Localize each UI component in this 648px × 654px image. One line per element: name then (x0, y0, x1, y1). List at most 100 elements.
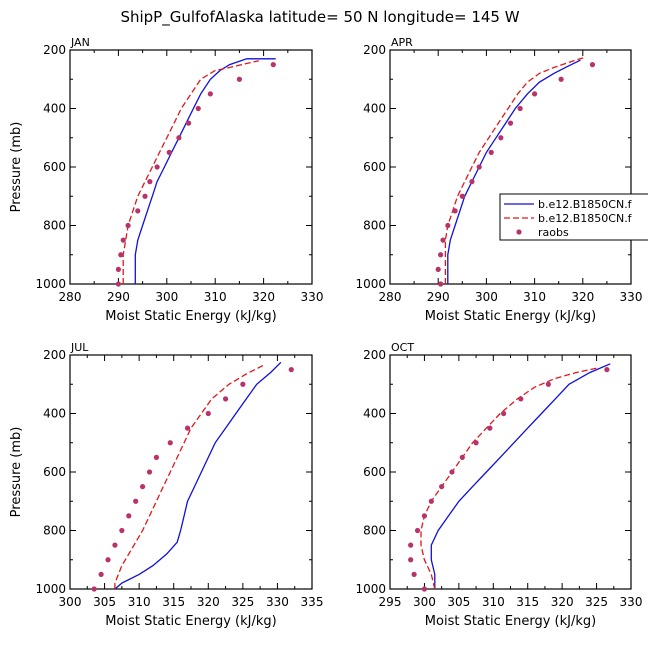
y-tick-label-oct: 1000 (355, 582, 386, 596)
obs-point-oct (487, 425, 493, 431)
y-tick-label-jan: 800 (43, 219, 66, 233)
x-tick-label-oct: 325 (585, 595, 608, 609)
obs-point-jul (167, 440, 173, 446)
model1-line-oct (430, 363, 611, 589)
model2-line-jul (114, 364, 264, 589)
legend-label-0: b.e12.B1850CN.f (538, 198, 633, 211)
obs-point-jan (207, 91, 213, 97)
x-tick-label-jan: 300 (155, 290, 178, 304)
legend-box (499, 193, 648, 241)
x-tick-label-apr: 300 (475, 290, 498, 304)
obs-point-jul (119, 527, 125, 534)
obs-point-jul (126, 513, 132, 519)
obs-point-jul (112, 542, 118, 548)
x-tick-label-apr: 310 (523, 290, 546, 304)
obs-point-jan (270, 62, 276, 68)
y-tick-label-jan: 200 (43, 43, 66, 57)
obs-point-jul (222, 396, 229, 402)
obs-point-apr (438, 281, 444, 287)
x-tick-label-oct: 305 (447, 595, 470, 609)
obs-point-jul (288, 367, 294, 373)
obs-point-jan (176, 135, 182, 141)
y-tick-label-jul: 600 (43, 465, 66, 479)
y-tick-label-apr: 200 (363, 43, 386, 57)
obs-point-jan (195, 105, 201, 112)
x-tick-label-jul: 305 (93, 595, 116, 609)
x-tick-label-oct: 300 (413, 595, 436, 609)
x-axis-label-oct: Moist Static Energy (kJ/kg) (425, 614, 596, 629)
obs-point-jan (147, 179, 153, 185)
obs-point-apr (476, 164, 482, 170)
x-tick-label-jul: 335 (301, 595, 324, 609)
y-tick-label-jul: 200 (43, 348, 66, 362)
plot-frame-jul (69, 354, 313, 590)
obs-point-oct (428, 498, 434, 504)
panel-label-jan: JAN (70, 36, 90, 49)
obs-point-oct (518, 396, 524, 402)
y-tick-label-apr: 400 (363, 102, 386, 116)
obs-point-apr (445, 222, 451, 229)
x-tick-label-jan: 330 (301, 290, 324, 304)
legend-label-1: b.e12.B1850CN.f (538, 212, 633, 225)
obs-point-oct (545, 381, 551, 387)
obs-point-jan (125, 222, 131, 229)
obs-point-jul (98, 571, 104, 577)
obs-point-jan (154, 164, 160, 170)
obs-point-apr (438, 252, 444, 258)
obs-point-oct (408, 557, 414, 563)
obs-point-jan (135, 208, 141, 214)
y-tick-label-oct: 600 (363, 465, 386, 479)
obs-point-apr (532, 91, 538, 97)
x-axis-label-apr: Moist Static Energy (kJ/kg) (425, 309, 596, 324)
x-tick-label-jul: 325 (231, 595, 254, 609)
x-tick-label-apr: 330 (620, 290, 643, 304)
x-tick-label-jul: 310 (128, 595, 151, 609)
obs-point-jul (140, 484, 146, 490)
y-tick-label-jan: 600 (43, 160, 66, 174)
model2-line-oct (420, 367, 597, 590)
obs-point-oct (604, 367, 610, 373)
obs-point-apr (589, 62, 596, 68)
x-tick-label-oct: 315 (516, 595, 539, 609)
obs-point-jul (184, 425, 191, 431)
x-tick-label-oct: 330 (620, 595, 643, 609)
obs-point-apr (469, 179, 475, 185)
y-axis-label-jul: Pressure (mb) (9, 427, 24, 518)
x-tick-label-jan: 290 (107, 290, 130, 304)
obs-point-oct (501, 410, 507, 417)
obs-point-apr (498, 135, 504, 141)
obs-point-jul (240, 381, 246, 387)
plot-frame-apr (389, 49, 632, 285)
obs-point-jan (185, 120, 192, 126)
obs-point-jul (133, 498, 139, 504)
obs-point-jan (115, 266, 121, 272)
obs-point-jul (205, 410, 211, 417)
obs-point-oct (421, 586, 428, 592)
obs-point-jan (115, 281, 121, 287)
x-tick-label-oct: 310 (482, 595, 505, 609)
y-tick-label-oct: 200 (363, 348, 386, 362)
obs-point-oct (421, 513, 428, 519)
legend-label-2: raobs (538, 226, 569, 239)
y-tick-label-apr: 1000 (355, 277, 386, 291)
obs-point-oct (414, 527, 421, 534)
obs-point-oct (449, 469, 455, 475)
x-axis-label-jul: Moist Static Energy (kJ/kg) (105, 614, 276, 629)
y-tick-label-jul: 1000 (35, 582, 66, 596)
obs-point-jul (153, 454, 160, 460)
x-tick-label-jan: 280 (59, 290, 82, 304)
y-tick-label-jul: 800 (43, 524, 66, 538)
obs-point-oct (408, 542, 414, 548)
y-tick-label-apr: 600 (363, 160, 386, 174)
obs-point-jan (142, 193, 148, 199)
obs-point-apr (435, 266, 441, 272)
obs-point-apr (459, 193, 465, 199)
y-tick-label-jan: 1000 (35, 277, 66, 291)
model2-line-jan (122, 60, 259, 284)
plot-frame-jan (69, 49, 313, 285)
obs-point-jul (105, 557, 111, 563)
x-tick-label-jan: 320 (252, 290, 275, 304)
obs-point-apr (440, 237, 446, 243)
